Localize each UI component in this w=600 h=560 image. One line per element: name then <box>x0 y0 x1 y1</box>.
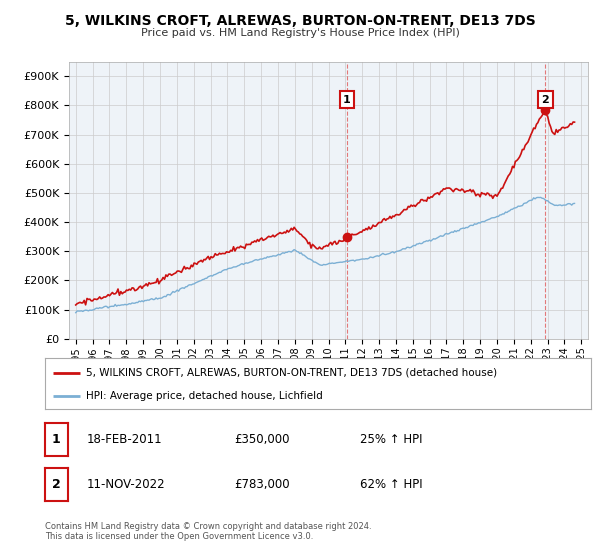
Text: 5, WILKINS CROFT, ALREWAS, BURTON-ON-TRENT, DE13 7DS (detached house): 5, WILKINS CROFT, ALREWAS, BURTON-ON-TRE… <box>86 367 497 377</box>
Text: £350,000: £350,000 <box>234 433 290 446</box>
Text: 5, WILKINS CROFT, ALREWAS, BURTON-ON-TRENT, DE13 7DS: 5, WILKINS CROFT, ALREWAS, BURTON-ON-TRE… <box>65 14 535 28</box>
Text: 1: 1 <box>343 95 351 105</box>
Text: 25% ↑ HPI: 25% ↑ HPI <box>360 433 422 446</box>
Text: Price paid vs. HM Land Registry's House Price Index (HPI): Price paid vs. HM Land Registry's House … <box>140 28 460 38</box>
Text: 1: 1 <box>52 433 61 446</box>
Text: HPI: Average price, detached house, Lichfield: HPI: Average price, detached house, Lich… <box>86 391 323 401</box>
Text: 18-FEB-2011: 18-FEB-2011 <box>87 433 163 446</box>
Text: £783,000: £783,000 <box>234 478 290 491</box>
Text: 11-NOV-2022: 11-NOV-2022 <box>87 478 166 491</box>
Text: 62% ↑ HPI: 62% ↑ HPI <box>360 478 422 491</box>
Text: Contains HM Land Registry data © Crown copyright and database right 2024.
This d: Contains HM Land Registry data © Crown c… <box>45 522 371 542</box>
Text: 2: 2 <box>52 478 61 491</box>
Text: 2: 2 <box>541 95 549 105</box>
